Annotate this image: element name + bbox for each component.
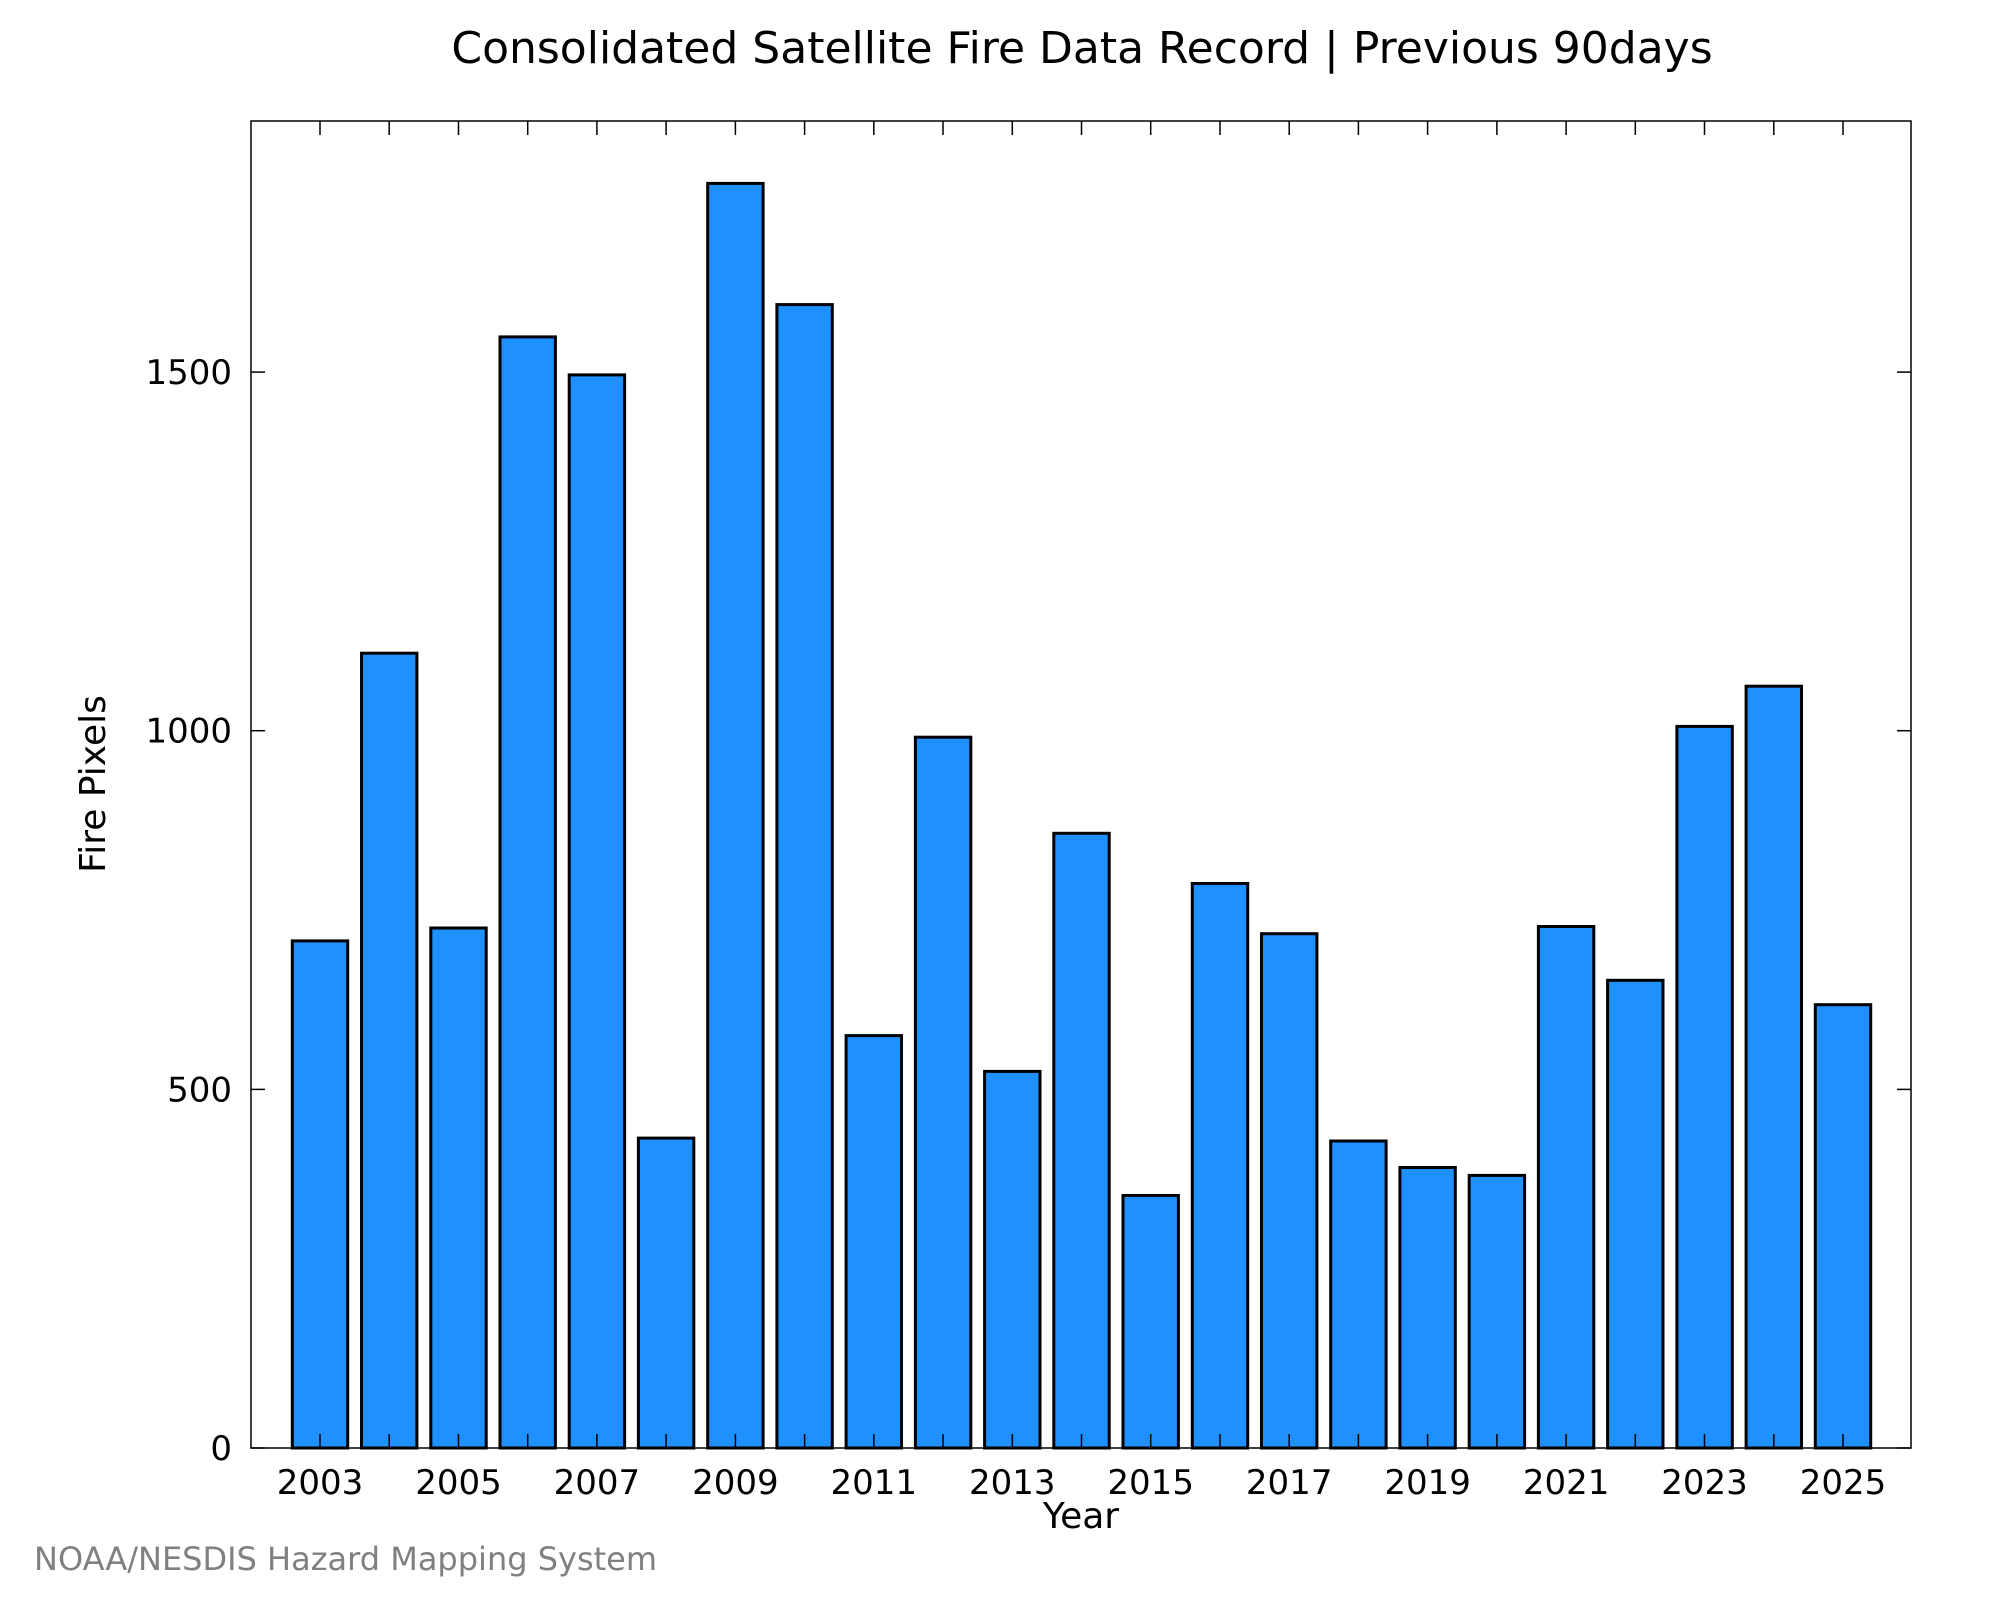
bar-2006 <box>498 335 557 1450</box>
x-tick-label-2009: 2009 <box>692 1463 779 1503</box>
bar-2011 <box>844 1034 903 1450</box>
x-tick-label-2023: 2023 <box>1661 1463 1748 1503</box>
credit-text: NOAA/NESDIS Hazard Mapping System <box>34 1540 657 1578</box>
x-axis-label: Year <box>1042 1496 1119 1537</box>
y-axis-label: Fire Pixels <box>73 695 114 873</box>
bar-2004 <box>360 651 419 1450</box>
x-tick-label-2007: 2007 <box>554 1463 641 1503</box>
x-tick-label-2021: 2021 <box>1523 1463 1610 1503</box>
bar-2010 <box>775 303 834 1450</box>
y-tick-label-1000: 1000 <box>145 712 232 752</box>
bar-2019 <box>1398 1166 1457 1450</box>
bar-2003 <box>290 939 350 1450</box>
x-tick-label-2017: 2017 <box>1246 1463 1333 1503</box>
y-tick-label-1500: 1500 <box>145 353 232 393</box>
bar-2012 <box>913 735 973 1450</box>
bar-2005 <box>429 926 488 1450</box>
bar-2015 <box>1121 1194 1180 1450</box>
x-tick-label-2011: 2011 <box>831 1463 918 1503</box>
plot-frame <box>250 120 1912 1449</box>
ticks-layer: 2003 2005 2007 2009 2011 2013 2015 2017 2019 2021… <box>145 121 1911 1503</box>
bar-2016 <box>1190 882 1250 1450</box>
x-tick-label-2015: 2015 <box>1107 1463 1194 1503</box>
bar-2020 <box>1467 1173 1527 1450</box>
y-tick-label-0: 0 <box>210 1429 232 1469</box>
bar-2014 <box>1052 831 1111 1450</box>
x-tick-label-2019: 2019 <box>1384 1463 1471 1503</box>
x-tick-label-2003: 2003 <box>277 1463 364 1503</box>
bars-layer <box>290 181 1873 1450</box>
bar-2007 <box>567 373 627 1450</box>
chart-title: Consolidated Satellite Fire Data Record … <box>451 23 1712 74</box>
bar-2008 <box>636 1136 696 1450</box>
x-tick-label-2025: 2025 <box>1800 1463 1887 1503</box>
bar-2017 <box>1260 932 1319 1450</box>
bar-2013 <box>983 1069 1042 1450</box>
bar-2021 <box>1536 925 1596 1450</box>
x-tick-label-2005: 2005 <box>415 1463 502 1503</box>
bar-2025 <box>1813 1003 1873 1450</box>
bar-2024 <box>1744 684 1803 1450</box>
y-tick-label-500: 500 <box>167 1070 232 1110</box>
bar-2023 <box>1675 724 1734 1450</box>
bar-2009 <box>706 181 765 1450</box>
bar-2022 <box>1606 978 1665 1450</box>
bar-2018 <box>1329 1139 1388 1450</box>
x-tick-label-2013: 2013 <box>969 1463 1056 1503</box>
